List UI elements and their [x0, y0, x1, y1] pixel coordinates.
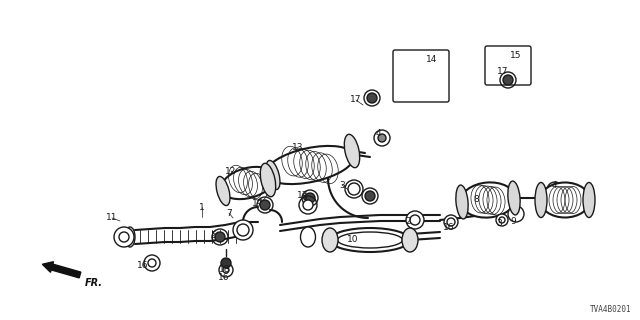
Circle shape [144, 255, 160, 271]
Text: 3: 3 [496, 219, 502, 228]
Ellipse shape [508, 181, 520, 215]
Text: FR.: FR. [85, 278, 103, 288]
Circle shape [496, 214, 508, 226]
Circle shape [444, 215, 458, 229]
Text: 4: 4 [551, 180, 557, 189]
Circle shape [499, 217, 505, 223]
Text: 10: 10 [348, 235, 359, 244]
Circle shape [114, 227, 134, 247]
Text: 16: 16 [137, 261, 148, 270]
Ellipse shape [583, 182, 595, 218]
Ellipse shape [330, 228, 410, 252]
Circle shape [547, 182, 563, 198]
Ellipse shape [456, 185, 468, 219]
Text: 5: 5 [210, 231, 216, 241]
Text: 8: 8 [473, 195, 479, 204]
Text: 4: 4 [375, 129, 381, 138]
Text: 15: 15 [510, 51, 522, 60]
Circle shape [503, 75, 513, 85]
Circle shape [219, 263, 233, 277]
Ellipse shape [322, 228, 338, 252]
Text: 7: 7 [226, 209, 232, 218]
Text: 3: 3 [339, 180, 345, 189]
Circle shape [551, 186, 559, 194]
Ellipse shape [535, 182, 547, 218]
FancyBboxPatch shape [393, 50, 449, 102]
Text: 17: 17 [252, 198, 264, 207]
Ellipse shape [260, 163, 276, 197]
Text: 6: 6 [301, 194, 307, 203]
Text: 12: 12 [225, 166, 237, 175]
Circle shape [365, 191, 375, 201]
FancyBboxPatch shape [485, 46, 531, 85]
Circle shape [223, 267, 229, 273]
Text: 17: 17 [497, 68, 509, 76]
Ellipse shape [344, 134, 360, 168]
Circle shape [119, 232, 129, 242]
Ellipse shape [216, 176, 230, 205]
Ellipse shape [221, 167, 275, 199]
Circle shape [221, 258, 231, 268]
Text: 9: 9 [510, 217, 516, 226]
Circle shape [260, 200, 270, 210]
Circle shape [367, 93, 377, 103]
Ellipse shape [125, 227, 135, 247]
Ellipse shape [461, 182, 515, 218]
Text: 17: 17 [297, 190, 308, 199]
Text: 18: 18 [220, 266, 231, 275]
Circle shape [410, 215, 420, 225]
Text: TVA4B0201: TVA4B0201 [590, 305, 632, 314]
Circle shape [406, 211, 424, 229]
FancyArrow shape [42, 262, 81, 278]
Circle shape [148, 259, 156, 267]
Text: 17: 17 [350, 95, 362, 105]
Circle shape [508, 206, 524, 222]
Circle shape [374, 130, 390, 146]
Circle shape [303, 200, 313, 210]
Ellipse shape [266, 146, 354, 184]
Ellipse shape [402, 228, 418, 252]
Text: 16: 16 [444, 223, 455, 233]
Circle shape [233, 220, 253, 240]
Text: 1: 1 [199, 203, 205, 212]
Text: 13: 13 [292, 143, 304, 153]
Circle shape [348, 183, 360, 195]
Text: 16: 16 [218, 274, 230, 283]
Text: 2: 2 [405, 218, 411, 227]
Text: 11: 11 [106, 213, 118, 222]
Circle shape [305, 193, 315, 203]
Ellipse shape [301, 227, 316, 247]
Circle shape [447, 218, 455, 226]
Circle shape [215, 232, 225, 242]
Ellipse shape [266, 160, 280, 189]
Text: 14: 14 [426, 55, 438, 65]
Circle shape [378, 134, 386, 142]
Ellipse shape [540, 182, 590, 218]
